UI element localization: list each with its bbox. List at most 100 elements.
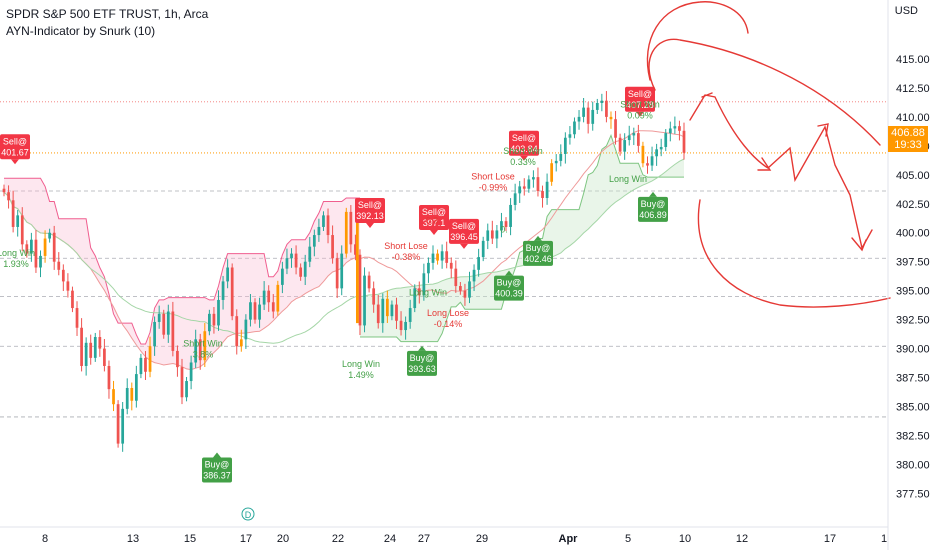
symbol-title[interactable]: SPDR S&P 500 ETF TRUST, 1h, Arca bbox=[6, 7, 209, 21]
sell-signal[interactable]: Sell@392.13 bbox=[355, 197, 385, 228]
candle bbox=[144, 357, 147, 372]
sell-signal[interactable]: Sell@397.1 bbox=[419, 204, 449, 235]
x-tick-label: 24 bbox=[384, 533, 396, 545]
candle bbox=[43, 238, 47, 256]
signal-pointer bbox=[366, 222, 374, 228]
signal-price: 407.28 bbox=[626, 100, 654, 110]
candle bbox=[303, 261, 307, 277]
x-tick-label: 15 bbox=[184, 533, 196, 545]
y-tick-label: 415.00 bbox=[896, 54, 930, 66]
candle bbox=[294, 253, 298, 268]
candle bbox=[66, 281, 70, 291]
y-tick-label: 400.00 bbox=[896, 228, 930, 240]
trailing-stop-line bbox=[360, 133, 684, 343]
sell-signal[interactable]: Sell@407.28 bbox=[625, 86, 655, 117]
candle bbox=[71, 290, 74, 309]
candle bbox=[417, 288, 421, 296]
candle bbox=[262, 290, 266, 305]
candle bbox=[7, 192, 10, 201]
candle bbox=[166, 311, 170, 335]
candle bbox=[632, 133, 636, 136]
current-price-tag: 406.88 19:33 bbox=[888, 126, 928, 152]
candle bbox=[678, 126, 681, 131]
indicator-name[interactable]: AYN-Indicator by Snurk (10) bbox=[6, 24, 156, 38]
trade-result-value: 1.93% bbox=[3, 259, 29, 269]
candle bbox=[217, 299, 220, 326]
candle bbox=[308, 246, 312, 262]
candle bbox=[518, 186, 522, 194]
candle bbox=[554, 160, 558, 164]
candle bbox=[285, 258, 289, 269]
candle bbox=[591, 109, 595, 124]
signal-box bbox=[625, 86, 655, 112]
buy-signal[interactable]: Buy@393.63 bbox=[407, 345, 437, 376]
drawing-arrow-path bbox=[689, 94, 873, 250]
candle bbox=[541, 191, 544, 198]
trade-result-label: Long Win bbox=[409, 287, 447, 297]
signal-box bbox=[407, 350, 437, 376]
y-tick-label: 395.00 bbox=[896, 286, 930, 298]
candle bbox=[668, 128, 672, 134]
candle bbox=[673, 126, 677, 129]
candle bbox=[468, 281, 471, 298]
candle bbox=[413, 288, 417, 309]
candle bbox=[212, 313, 216, 326]
candle bbox=[11, 200, 15, 227]
candle bbox=[404, 321, 407, 331]
candle bbox=[659, 147, 663, 150]
candle bbox=[185, 381, 188, 398]
candle bbox=[641, 145, 645, 164]
candle bbox=[75, 308, 79, 328]
candle bbox=[356, 200, 359, 324]
candle bbox=[171, 311, 175, 351]
candle bbox=[20, 215, 24, 245]
signal-box bbox=[419, 204, 449, 230]
trade-result-value: 0.09% bbox=[627, 111, 653, 121]
candle bbox=[226, 267, 229, 282]
candle bbox=[235, 316, 239, 347]
candle bbox=[372, 288, 376, 305]
candle bbox=[112, 389, 115, 405]
x-tick-label: 12 bbox=[736, 533, 748, 545]
sell-signal[interactable]: Sell@396.45 bbox=[449, 218, 479, 249]
buy-signal[interactable]: Buy@402.46 bbox=[523, 235, 553, 266]
candle bbox=[513, 193, 517, 205]
candle bbox=[258, 304, 261, 320]
candle bbox=[536, 177, 540, 192]
trade-result-label: Long Lose bbox=[427, 308, 469, 318]
candle bbox=[198, 339, 202, 361]
freehand-drawing[interactable] bbox=[646, 1, 891, 308]
candle bbox=[276, 284, 280, 312]
x-tick-label: 22 bbox=[332, 533, 344, 545]
buy-signal[interactable]: Buy@400.39 bbox=[494, 270, 524, 301]
signal-pointer bbox=[11, 159, 19, 165]
candle bbox=[176, 350, 179, 368]
x-tick-label: 17 bbox=[240, 533, 252, 545]
candle bbox=[230, 267, 234, 317]
x-tick-label: 29 bbox=[476, 533, 488, 545]
candle bbox=[162, 313, 166, 335]
y-tick-label: 390.00 bbox=[896, 344, 930, 356]
buy-signal[interactable]: Buy@406.89 bbox=[638, 191, 668, 222]
candle bbox=[107, 365, 111, 390]
candle bbox=[472, 269, 476, 282]
sell-signal[interactable]: Sell@401.67 bbox=[0, 134, 30, 165]
candle bbox=[139, 357, 143, 375]
dividend-marker[interactable] bbox=[241, 507, 255, 521]
buy-signal[interactable]: Buy@386.37 bbox=[202, 452, 232, 483]
candle bbox=[203, 331, 207, 361]
x-tick-label: 8 bbox=[42, 533, 48, 545]
trade-result-value: 0.33% bbox=[510, 157, 536, 167]
signal-box bbox=[449, 218, 479, 244]
candle bbox=[445, 251, 449, 263]
y-tick-label: 402.50 bbox=[896, 199, 930, 211]
candle bbox=[89, 342, 93, 358]
signal-price: 402.46 bbox=[524, 254, 552, 264]
candle bbox=[93, 337, 97, 358]
sell-signal[interactable]: Sell@403.84 bbox=[509, 130, 539, 161]
signal-price: 393.63 bbox=[408, 364, 436, 374]
candle bbox=[52, 232, 56, 262]
signal-label: Sell@ bbox=[422, 207, 446, 217]
signal-price: 386.37 bbox=[203, 471, 231, 481]
